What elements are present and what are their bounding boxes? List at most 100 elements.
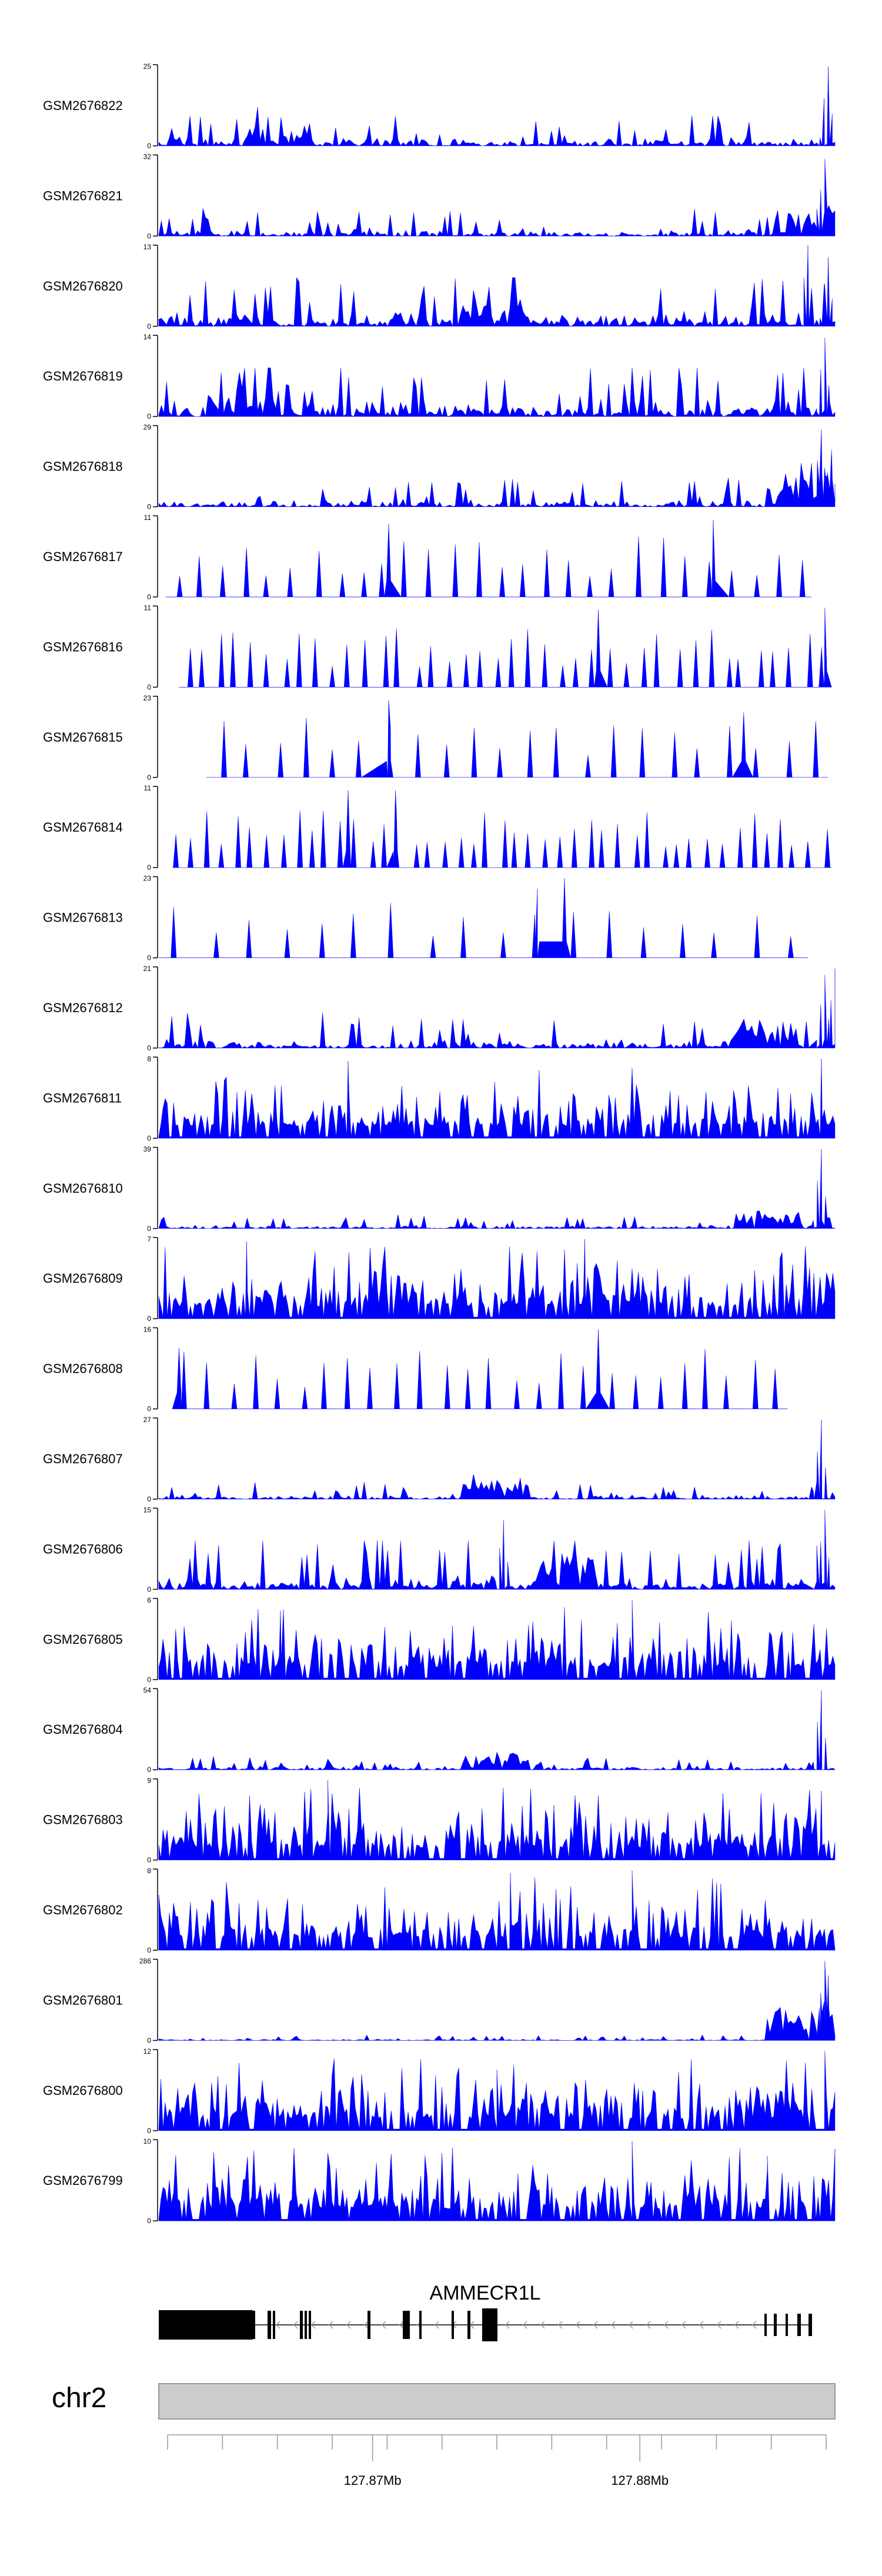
strand-arrow xyxy=(399,2321,404,2329)
y-max-label: 11 xyxy=(144,603,152,612)
coverage-area xyxy=(206,700,828,778)
coverage-area xyxy=(165,519,811,598)
y-zero-label: 0 xyxy=(147,2036,151,2044)
track-GSM2676800: GSM2676800 12 0 xyxy=(43,2047,836,2135)
track-label: GSM2676810 xyxy=(43,1181,123,1196)
track-label: GSM2676802 xyxy=(43,1903,123,1917)
y-max-label: 25 xyxy=(143,62,152,71)
track-GSM2676801: GSM2676801 286 0 xyxy=(43,1957,836,2044)
y-zero-label: 0 xyxy=(147,1676,151,1684)
strand-arrow xyxy=(681,2321,686,2329)
strand-arrow xyxy=(610,2321,616,2329)
y-zero-label: 0 xyxy=(147,1405,151,1413)
y-zero-label: 0 xyxy=(147,1044,151,1052)
track-GSM2676816: GSM2676816 11 0 xyxy=(43,603,832,691)
coverage-area xyxy=(158,245,836,327)
track-GSM2676804: GSM2676804 54 0 xyxy=(43,1686,836,1774)
exon xyxy=(774,2314,777,2336)
track-label: GSM2676801 xyxy=(43,1993,123,2007)
genomic-position-axis: 127.87Mb 127.88Mb xyxy=(167,2434,827,2488)
strand-arrow xyxy=(346,2321,351,2329)
coverage-area xyxy=(158,2141,836,2221)
track-label: GSM2676807 xyxy=(43,1451,123,1466)
coverage-area xyxy=(158,1149,836,1229)
track-GSM2676805: GSM2676805 6 0 xyxy=(43,1596,836,1684)
strand-arrow xyxy=(646,2321,651,2329)
track-GSM2676820: GSM2676820 13 0 xyxy=(43,243,836,331)
exon xyxy=(403,2311,410,2339)
track-label: GSM2676811 xyxy=(43,1090,122,1105)
y-max-label: 27 xyxy=(143,1416,152,1424)
chromosome-label: chr2 xyxy=(52,2383,106,2414)
track-GSM2676819: GSM2676819 14 0 xyxy=(43,333,836,421)
coverage-area xyxy=(158,1059,836,1139)
tick-label: 127.88Mb xyxy=(611,2473,669,2488)
track-label: GSM2676812 xyxy=(43,1000,123,1015)
coverage-tracks: GSM2676822250GSM2676821320GSM2676820130G… xyxy=(43,62,836,2225)
y-zero-label: 0 xyxy=(147,2127,151,2135)
coverage-area xyxy=(172,790,832,868)
gene-name-label: AMMECR1L xyxy=(430,2282,541,2304)
y-max-label: 23 xyxy=(143,875,152,883)
track-label: GSM2676821 xyxy=(43,188,123,203)
track-GSM2676817: GSM2676817 11 0 xyxy=(43,513,811,601)
y-max-label: 15 xyxy=(143,1506,152,1514)
y-zero-label: 0 xyxy=(147,232,151,240)
y-zero-label: 0 xyxy=(147,1134,151,1142)
coverage-area xyxy=(158,1870,836,1951)
coverage-area xyxy=(159,878,808,958)
coverage-area xyxy=(158,1239,836,1319)
y-max-label: 8 xyxy=(147,1867,151,1875)
y-zero-label: 0 xyxy=(147,503,151,511)
gene-model-track: AMMECR1L xyxy=(159,2282,812,2341)
y-max-label: 54 xyxy=(143,1686,152,1694)
coverage-area xyxy=(158,1600,836,1680)
y-max-label: 286 xyxy=(139,1957,151,1965)
y-zero-label: 0 xyxy=(147,773,151,782)
track-label: GSM2676804 xyxy=(43,1722,123,1737)
track-label: GSM2676819 xyxy=(43,369,123,383)
strand-arrow xyxy=(381,2321,386,2329)
y-max-label: 9 xyxy=(147,1777,151,1785)
coverage-area xyxy=(158,1690,836,1770)
track-GSM2676818: GSM2676818 29 0 xyxy=(43,423,836,511)
track-label: GSM2676803 xyxy=(43,1813,123,1827)
coverage-area xyxy=(158,1419,836,1500)
strand-arrow xyxy=(505,2321,510,2329)
exon xyxy=(419,2311,422,2339)
track-label: GSM2676815 xyxy=(43,730,123,745)
y-max-label: 39 xyxy=(143,1145,152,1153)
exon xyxy=(467,2311,470,2339)
y-zero-label: 0 xyxy=(147,412,151,421)
coverage-area xyxy=(158,968,836,1049)
track-label: GSM2676820 xyxy=(43,279,123,293)
strand-arrow xyxy=(751,2321,757,2329)
strand-arrow xyxy=(628,2321,633,2329)
strand-arrow xyxy=(734,2321,739,2329)
track-GSM2676814: GSM2676814 11 0 xyxy=(43,784,832,872)
coverage-area xyxy=(158,66,836,146)
track-label: GSM2676806 xyxy=(43,1541,123,1556)
track-GSM2676821: GSM2676821 32 0 xyxy=(43,152,836,240)
track-GSM2676811: GSM2676811 8 0 xyxy=(43,1055,836,1142)
y-zero-label: 0 xyxy=(147,142,151,150)
track-label: GSM2676813 xyxy=(43,910,123,925)
y-max-label: 11 xyxy=(144,513,152,522)
y-zero-label: 0 xyxy=(147,322,151,331)
track-label: GSM2676809 xyxy=(43,1271,123,1286)
strand-arrow xyxy=(434,2321,439,2329)
y-max-label: 8 xyxy=(147,1055,151,1063)
y-zero-label: 0 xyxy=(147,1585,151,1593)
track-label: GSM2676799 xyxy=(43,2173,123,2188)
strand-arrow xyxy=(593,2321,598,2329)
track-GSM2676812: GSM2676812 21 0 xyxy=(43,965,836,1052)
strand-arrow xyxy=(310,2321,316,2329)
track-GSM2676808: GSM2676808 16 0 xyxy=(43,1326,788,1413)
y-max-label: 29 xyxy=(143,423,152,432)
coverage-area xyxy=(172,1329,788,1410)
exon xyxy=(368,2311,370,2339)
track-GSM2676802: GSM2676802 8 0 xyxy=(43,1867,836,1954)
coverage-area xyxy=(158,338,836,417)
exon xyxy=(300,2311,303,2339)
exon xyxy=(797,2314,801,2336)
